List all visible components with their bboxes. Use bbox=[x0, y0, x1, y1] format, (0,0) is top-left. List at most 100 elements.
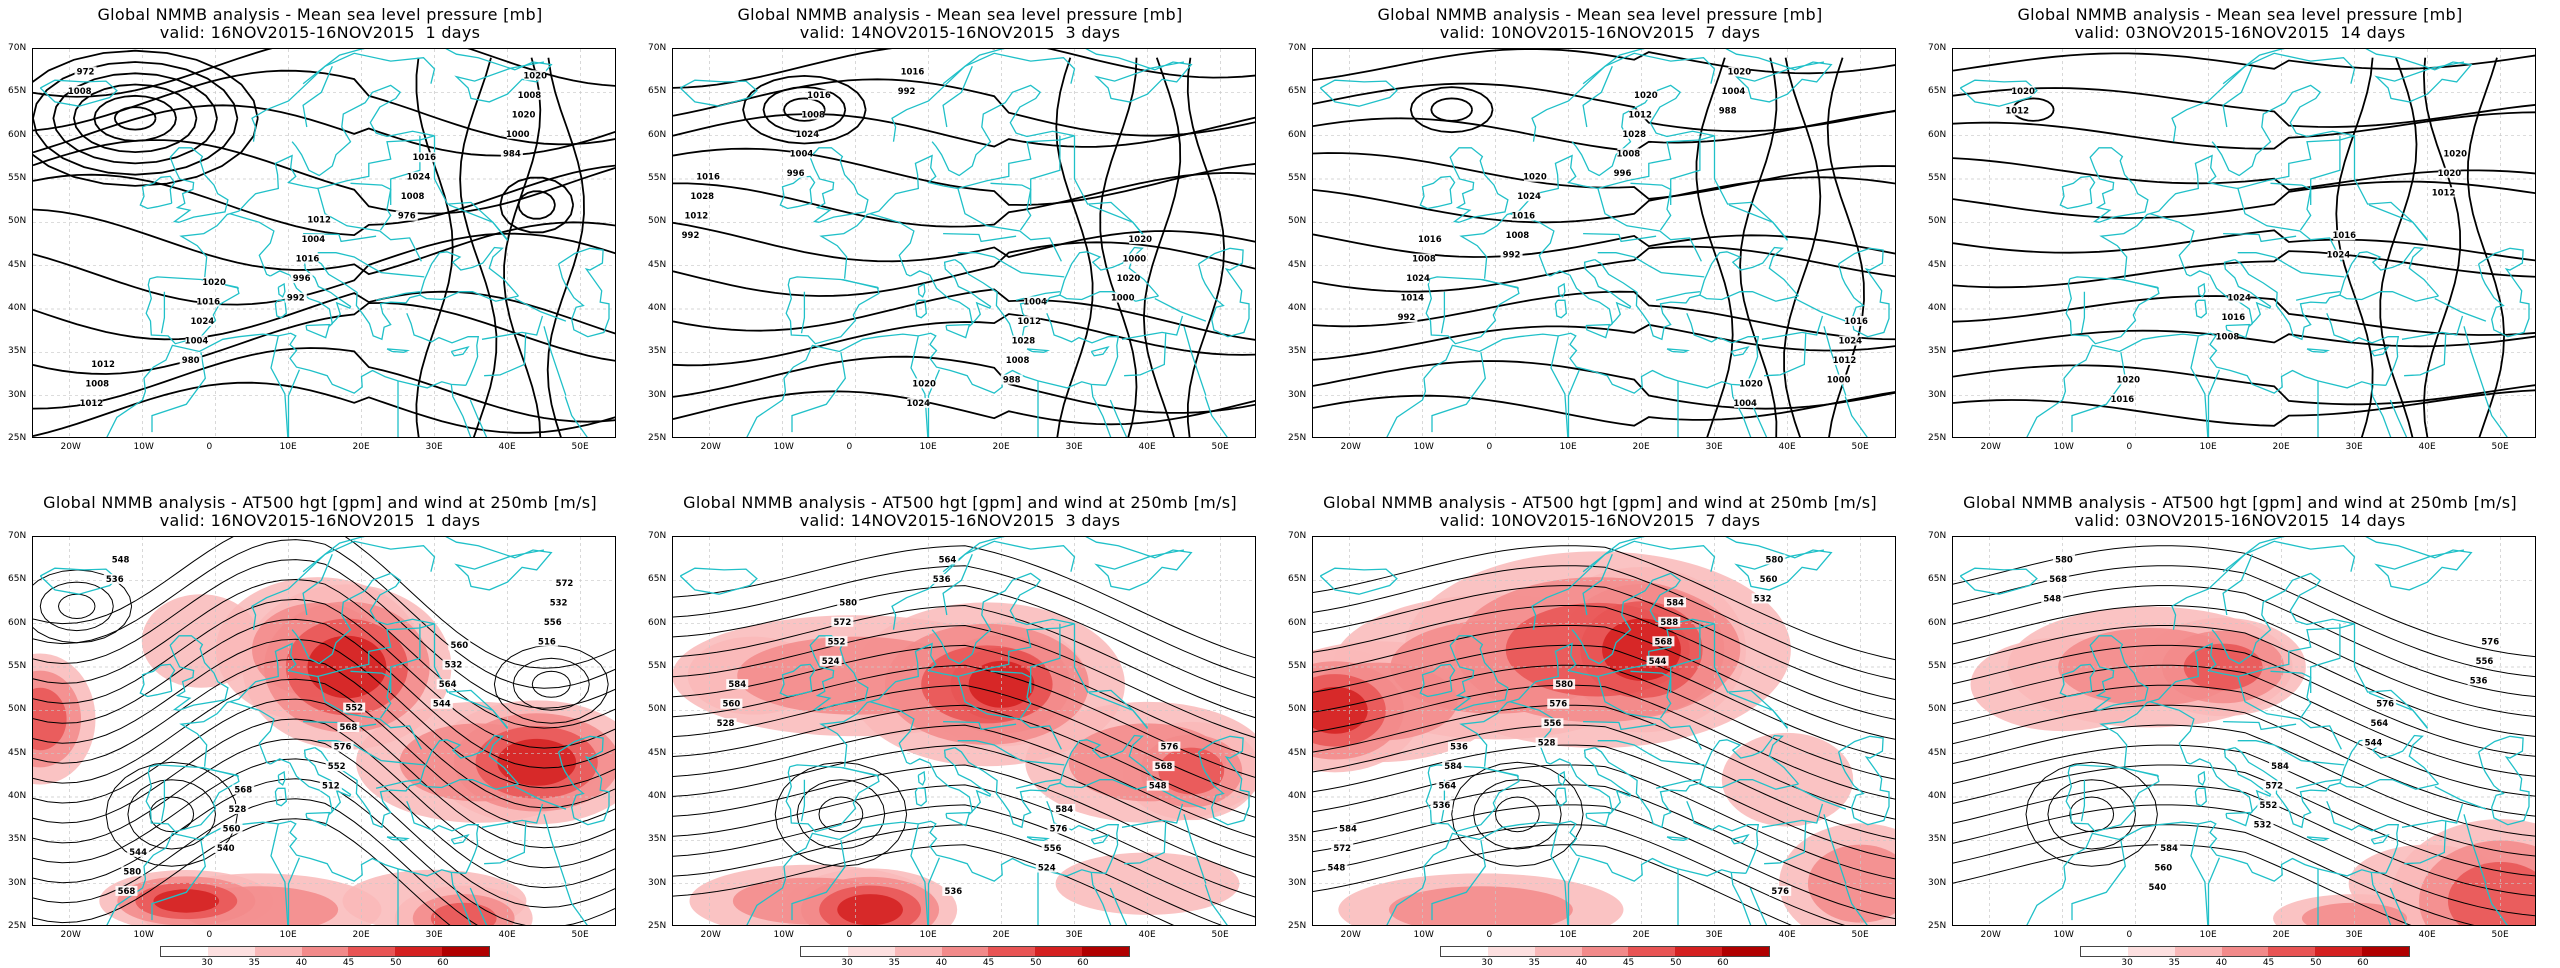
contour-label: 1016 bbox=[2111, 395, 2135, 405]
contour-label-bg bbox=[2111, 394, 2134, 404]
coastline bbox=[1386, 820, 1746, 925]
contour-label-bg bbox=[512, 109, 535, 120]
longitude-tick-label: 50E bbox=[571, 930, 589, 940]
contour-label-bg bbox=[1740, 378, 1762, 389]
coastline bbox=[1764, 332, 1807, 377]
coastline bbox=[2389, 887, 2408, 925]
contour-label: 1004 bbox=[301, 235, 325, 245]
panel-title: Global NMMB analysis - AT500 hgt [gpm] a… bbox=[1323, 493, 1877, 512]
coastline bbox=[151, 352, 206, 433]
contour-label: 1020 bbox=[512, 110, 536, 120]
contour bbox=[1953, 52, 2535, 72]
contour bbox=[1953, 180, 2535, 219]
latitude-tick-label: 25N bbox=[648, 921, 667, 931]
coastline bbox=[1109, 887, 1128, 925]
map-area: 524 524 528 536 548 552 556 560 564 568 572 576 584 5… bbox=[672, 536, 1256, 926]
contour-label-bg bbox=[541, 616, 564, 627]
contour bbox=[33, 618, 615, 769]
contour-label-bg bbox=[1146, 780, 1169, 791]
latitude-tick-label: 25N bbox=[1928, 433, 1947, 443]
coastline bbox=[202, 766, 240, 777]
map-area: 536 512 516 540 544 548 552 556 560 564 568 576 532 5… bbox=[32, 536, 616, 926]
contour-label-bg bbox=[547, 597, 570, 608]
contour-label: 1020 bbox=[202, 278, 226, 288]
coastline bbox=[106, 820, 466, 925]
contour-lines bbox=[1953, 52, 2535, 437]
coastline bbox=[2477, 735, 2530, 826]
contour bbox=[1313, 844, 1792, 925]
coastline bbox=[1761, 803, 1824, 828]
coastline bbox=[564, 396, 588, 437]
contour-label: 528 bbox=[717, 719, 735, 729]
contour bbox=[1099, 57, 1138, 437]
coastline bbox=[314, 747, 519, 829]
coastline bbox=[2310, 623, 2341, 693]
latitude-tick-label: 70N bbox=[1288, 43, 1307, 53]
contour-label-bg bbox=[837, 597, 860, 608]
contour bbox=[1409, 86, 1494, 134]
coastline bbox=[2026, 332, 2386, 437]
contour-label-bg bbox=[1500, 249, 1523, 260]
contour bbox=[1953, 644, 2535, 757]
coastline bbox=[287, 857, 300, 925]
contour bbox=[33, 49, 615, 98]
contour-label-bg bbox=[1728, 66, 1751, 77]
contour bbox=[673, 241, 1255, 297]
contour-label-bg bbox=[2006, 105, 2029, 116]
contour-label: 996 bbox=[1614, 169, 1632, 179]
coastline bbox=[1582, 66, 1613, 128]
contour bbox=[415, 57, 454, 437]
coastline bbox=[1183, 326, 1207, 396]
coastline bbox=[2099, 623, 2355, 767]
contour bbox=[33, 598, 615, 749]
coastline bbox=[2281, 49, 2473, 103]
contour-label-bg bbox=[714, 718, 737, 729]
contour bbox=[818, 796, 864, 833]
coastlines bbox=[1959, 537, 2530, 925]
coastline bbox=[169, 635, 229, 711]
coastline bbox=[842, 278, 880, 289]
coastline bbox=[543, 814, 567, 884]
lat-lon-grid bbox=[673, 537, 1255, 925]
contour-label: 1024 bbox=[2227, 294, 2251, 304]
contour-label: 560 bbox=[223, 825, 241, 835]
coastline bbox=[564, 884, 588, 925]
contour bbox=[1953, 545, 2535, 658]
coastline bbox=[1666, 348, 1691, 353]
contour bbox=[33, 537, 615, 669]
contour bbox=[1953, 329, 2535, 353]
contour-label: 1020 bbox=[2443, 149, 2467, 159]
contour-label: 556 bbox=[544, 618, 562, 628]
longitude-tick-label: 30E bbox=[1065, 930, 1083, 940]
wind-speed-area bbox=[1313, 686, 1368, 734]
map-canvas: 1008 992 984 980 976 972 996 1000 1004 1008 1012 10… bbox=[33, 49, 615, 437]
coastline bbox=[317, 675, 422, 750]
coastline bbox=[305, 811, 331, 827]
contour-label: 564 bbox=[439, 680, 457, 690]
latitude-tick-label: 70N bbox=[1928, 43, 1947, 53]
contour-label-bg bbox=[2467, 675, 2490, 686]
coastline bbox=[406, 313, 480, 386]
coastline bbox=[1630, 182, 1672, 231]
coastline bbox=[2080, 779, 2086, 822]
latitude-tick-label: 70N bbox=[8, 531, 27, 541]
contour bbox=[33, 758, 615, 909]
contour-label: 1020 bbox=[1739, 379, 1763, 389]
latitude-tick-label: 50N bbox=[8, 704, 27, 715]
coastline bbox=[1594, 747, 1799, 829]
z500-panel-2: Global NMMB analysis - AT500 hgt [gpm] a… bbox=[640, 488, 1280, 968]
contour-label-bg bbox=[337, 722, 360, 733]
coastline bbox=[1794, 298, 1847, 322]
contour-label: 552 bbox=[2259, 801, 2277, 811]
contour-label: 1008 bbox=[401, 192, 425, 202]
panel-title: Global NMMB analysis - AT500 hgt [gpm] a… bbox=[1963, 493, 2517, 512]
latitude-tick-label: 35N bbox=[1928, 834, 1947, 845]
contour-label: 560 bbox=[2154, 864, 2172, 874]
contour bbox=[459, 57, 498, 437]
contour-labels: 536 512 516 540 544 548 552 556 560 564 568 576 532 5… bbox=[103, 554, 576, 897]
latitude-tick-label: 35N bbox=[8, 834, 27, 845]
contour-label-bg bbox=[436, 679, 459, 690]
coastline bbox=[1582, 540, 1716, 573]
coastline bbox=[269, 746, 352, 815]
contour-label-bg bbox=[308, 214, 331, 225]
